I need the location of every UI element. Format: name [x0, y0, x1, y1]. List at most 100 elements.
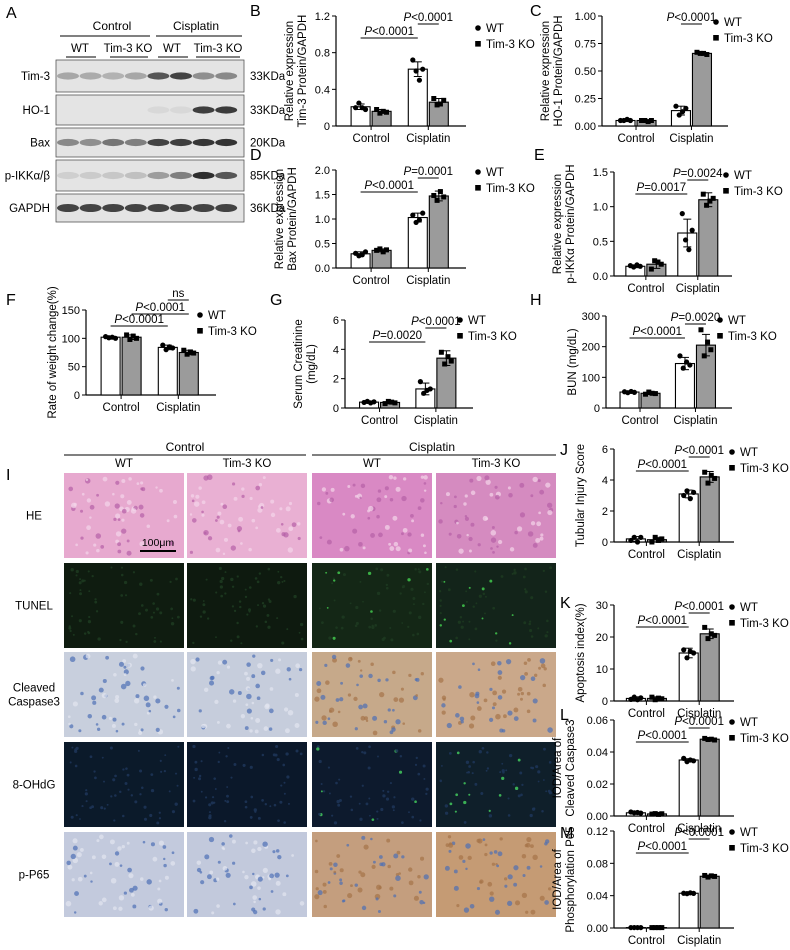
tissue-texture [509, 547, 515, 552]
tissue-texture [143, 817, 148, 821]
tissue-texture [194, 760, 198, 764]
data-point [655, 259, 661, 265]
tissue-texture [154, 636, 156, 639]
tissue-texture [155, 698, 161, 704]
tissue-texture [376, 810, 379, 813]
y-tick-label: 1.5 [315, 190, 330, 202]
tissue-texture [444, 811, 449, 815]
y-tick-label: 10 [596, 664, 608, 676]
tissue-texture [539, 536, 544, 541]
tissue-texture [465, 590, 468, 593]
tissue-texture [368, 745, 371, 749]
blot-band [147, 204, 170, 212]
tissue-texture [513, 707, 519, 713]
tissue-texture [476, 886, 481, 891]
tissue-texture [498, 794, 502, 797]
tissue-texture [273, 803, 277, 807]
tissue-texture [359, 496, 362, 500]
data-point [682, 237, 689, 243]
data-point [707, 198, 713, 204]
p-value-label: P<0.0001 [411, 316, 461, 328]
tissue-texture [171, 810, 176, 814]
p-value-label: P<0.0001 [667, 12, 717, 24]
y-tick-label: 0 [74, 390, 80, 402]
y-axis-label: Tim-3 Protein/GAPDH [297, 15, 309, 128]
data-point [656, 537, 661, 543]
tissue-texture [401, 855, 405, 859]
tissue-texture [113, 517, 117, 522]
tissue-texture [283, 792, 286, 795]
legend-label-ko: Tim-3 KO [734, 186, 783, 198]
tissue-texture [455, 568, 459, 571]
tissue-texture [91, 695, 97, 701]
data-point [377, 110, 383, 116]
data-point [130, 333, 136, 339]
tissue-texture [130, 508, 137, 514]
tissue-texture [494, 909, 501, 915]
tissue-texture [444, 865, 450, 871]
tissue-texture [200, 790, 203, 793]
tissue-texture [388, 475, 394, 480]
tissue-texture [70, 568, 74, 572]
tissue-texture [268, 727, 273, 731]
tissue-texture [354, 883, 358, 887]
tissue-texture [507, 710, 513, 716]
tissue-texture [363, 751, 367, 755]
legend-label-wt: WT [486, 167, 504, 179]
tissue-texture [519, 771, 523, 775]
y-tick-label: 0.25 [575, 94, 596, 106]
tissue-texture [157, 898, 163, 904]
tissue-texture [79, 592, 83, 596]
tissue-texture [275, 909, 281, 915]
tissue-texture [355, 605, 359, 610]
tissue-texture [125, 767, 128, 770]
tissue-texture [453, 869, 458, 874]
tissue-texture [423, 489, 427, 492]
tissue-texture [69, 656, 76, 663]
data-point [416, 217, 422, 223]
tissue-texture [347, 693, 352, 697]
tissue-texture [224, 571, 227, 574]
tissue-texture [438, 590, 442, 593]
data-point [649, 390, 655, 396]
tissue-texture [368, 625, 372, 629]
tissue-texture [414, 763, 418, 766]
tissue-texture [98, 901, 103, 906]
tissue-texture [276, 617, 279, 620]
bar [407, 68, 428, 127]
tissue-texture [145, 608, 148, 612]
data-point [681, 492, 687, 499]
tissue-texture [287, 709, 294, 716]
tissue-texture [519, 482, 525, 488]
tissue-texture [260, 670, 266, 676]
tissue-texture [141, 786, 144, 790]
tissue-texture [376, 591, 381, 596]
x-tick-label: Cisplatin [677, 823, 721, 835]
y-tick-label: 0.00 [587, 923, 608, 935]
tissue-texture [445, 843, 450, 848]
tissue-texture [321, 715, 327, 721]
tissue-texture [501, 769, 505, 773]
tissue-texture [359, 580, 362, 583]
tissue-texture [89, 755, 93, 759]
legend-label-ko: Tim-3 KO [740, 618, 789, 630]
tissue-texture [453, 504, 457, 509]
y-axis-label: Cleaved Caspase3 [565, 719, 577, 816]
data-point [691, 650, 697, 656]
tissue-texture [496, 545, 499, 548]
tissue-texture [326, 606, 329, 609]
tissue-texture [232, 699, 237, 703]
data-point [639, 118, 645, 123]
tissue-texture [339, 881, 343, 885]
tissue-texture [350, 514, 355, 519]
bar [121, 336, 142, 396]
tissue-texture [277, 570, 280, 573]
tissue-texture [80, 848, 84, 852]
data-point [420, 210, 426, 216]
data-point [638, 695, 644, 701]
tissue-texture [268, 708, 274, 714]
tissue-texture [264, 803, 268, 806]
tissue-texture [254, 810, 257, 813]
blot-band [192, 204, 215, 212]
tissue-texture [325, 571, 328, 574]
